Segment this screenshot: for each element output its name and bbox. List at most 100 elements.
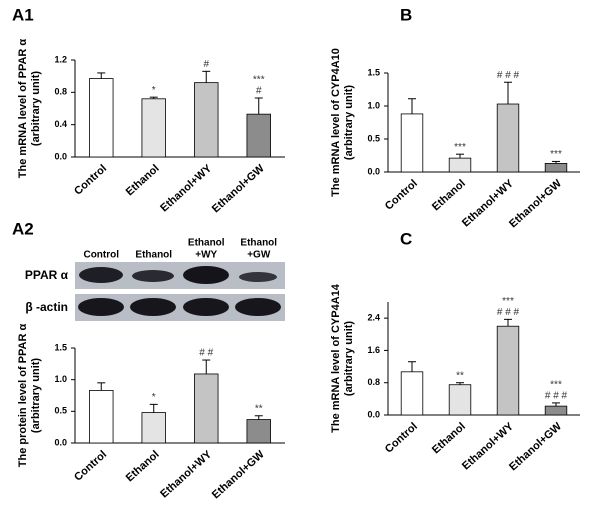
bar — [89, 78, 114, 158]
significance-label: * — [152, 392, 156, 403]
error-bar — [456, 153, 464, 159]
y-tick-label: 0.0 — [367, 166, 380, 176]
error-bar — [552, 402, 560, 407]
error-bar — [149, 403, 158, 413]
bar — [448, 157, 472, 173]
bar — [544, 405, 568, 416]
significance-label: # # # — [545, 391, 568, 402]
x-tick-label: Ethanol — [124, 162, 162, 198]
lane-label: +GW — [247, 250, 271, 261]
y-tick-label: 0.8 — [367, 377, 380, 387]
significance-label: # # # — [497, 70, 520, 81]
error-bar — [552, 160, 560, 164]
y-tick-label: 0.5 — [367, 133, 380, 143]
y-axis-label: The mRNA level of CYP4A10 — [330, 48, 342, 197]
panel-title: A2 — [12, 219, 34, 238]
blot-band — [239, 272, 277, 282]
significance-label: ** — [456, 370, 464, 381]
bar — [400, 371, 424, 416]
bar — [448, 384, 472, 416]
significance-label: *** — [502, 296, 514, 307]
error-bar — [456, 382, 464, 385]
x-tick-label: Ethanol+WY — [158, 162, 214, 215]
x-tick-label: Control — [383, 177, 420, 212]
x-tick-label: Ethanol — [430, 420, 468, 456]
significance-label: # # # — [497, 307, 520, 318]
bar — [194, 82, 219, 158]
western-blot — [75, 262, 285, 321]
x-tick-label: Control — [383, 420, 420, 455]
x-tick-label: Ethanol+GW — [210, 162, 267, 215]
y-tick-label: 0.0 — [367, 409, 380, 419]
significance-label: # — [203, 59, 209, 70]
x-tick-label: Ethanol+WY — [158, 448, 214, 501]
y-tick-label: 0.8 — [54, 87, 67, 97]
bar — [496, 103, 520, 173]
x-tick-label: Ethanol — [430, 177, 468, 213]
lane-label: Ethanol — [188, 238, 225, 249]
row-label: β -actin — [25, 300, 68, 314]
y-tick-label: 2.4 — [367, 313, 380, 323]
significance-label: ** — [255, 403, 263, 414]
significance-label: # — [256, 86, 262, 97]
error-bar — [504, 318, 512, 327]
y-axis-label: (arbitrary unit) — [343, 85, 355, 161]
error-bar — [202, 359, 211, 374]
error-bar — [408, 361, 416, 372]
lane-label: Ethanol — [240, 238, 277, 249]
blot-band — [183, 266, 229, 284]
error-bar — [504, 81, 512, 105]
significance-label: * — [152, 85, 156, 96]
bar — [141, 412, 166, 444]
blot-band — [235, 298, 281, 316]
significance-label: # # — [199, 348, 213, 359]
error-bar — [254, 97, 263, 115]
bar — [194, 373, 219, 444]
y-axis-label: (arbitrary unit) — [30, 358, 42, 434]
y-tick-label: 0.5 — [54, 406, 67, 416]
x-tick-label: Ethanol+GW — [507, 177, 564, 230]
x-tick-label: Ethanol — [124, 448, 162, 484]
y-tick-label: 1.5 — [367, 67, 380, 77]
significance-label: *** — [550, 380, 562, 391]
x-tick-label: Control — [72, 162, 109, 197]
lane-label: Ethanol — [135, 250, 172, 261]
y-axis-label: The mRNA level of CYP4A14 — [330, 283, 342, 433]
panel-title: B — [400, 5, 412, 24]
error-bar — [408, 98, 416, 114]
y-tick-label: 0.0 — [54, 437, 67, 447]
y-axis-label: (arbitrary unit) — [30, 71, 42, 147]
blot-band — [79, 267, 123, 283]
bar — [246, 419, 271, 444]
error-bar — [149, 96, 158, 99]
significance-label: *** — [550, 149, 562, 160]
bar — [246, 113, 271, 158]
y-axis-label: The mRNA level of PPAR α — [17, 39, 29, 179]
lane-label: Control — [83, 250, 119, 261]
y-tick-label: 1.0 — [367, 100, 380, 110]
y-axis-label: (arbitrary unit) — [343, 321, 355, 397]
y-tick-label: 1.5 — [54, 342, 67, 352]
y-tick-label: 0.4 — [54, 119, 67, 129]
bar — [496, 325, 520, 416]
bar — [89, 390, 114, 444]
lane-label: +WY — [195, 250, 217, 261]
blot-band — [130, 298, 176, 316]
y-tick-label: 1.2 — [54, 54, 67, 64]
y-axis-label: The protein level of PPAR α — [17, 324, 29, 468]
row-label: PPAR α — [25, 268, 69, 282]
y-tick-label: 1.0 — [54, 374, 67, 384]
blot-band — [183, 298, 229, 316]
bar — [544, 163, 568, 173]
bar — [141, 98, 166, 158]
x-tick-label: Ethanol+GW — [210, 448, 267, 501]
error-bar — [97, 382, 106, 391]
blot-band — [132, 270, 174, 282]
panel-title: A1 — [12, 5, 34, 24]
significance-label: *** — [253, 75, 265, 86]
panel-title: C — [400, 229, 412, 248]
bar — [400, 113, 424, 173]
y-tick-label: 0.0 — [54, 151, 67, 161]
blot-band — [78, 298, 124, 316]
